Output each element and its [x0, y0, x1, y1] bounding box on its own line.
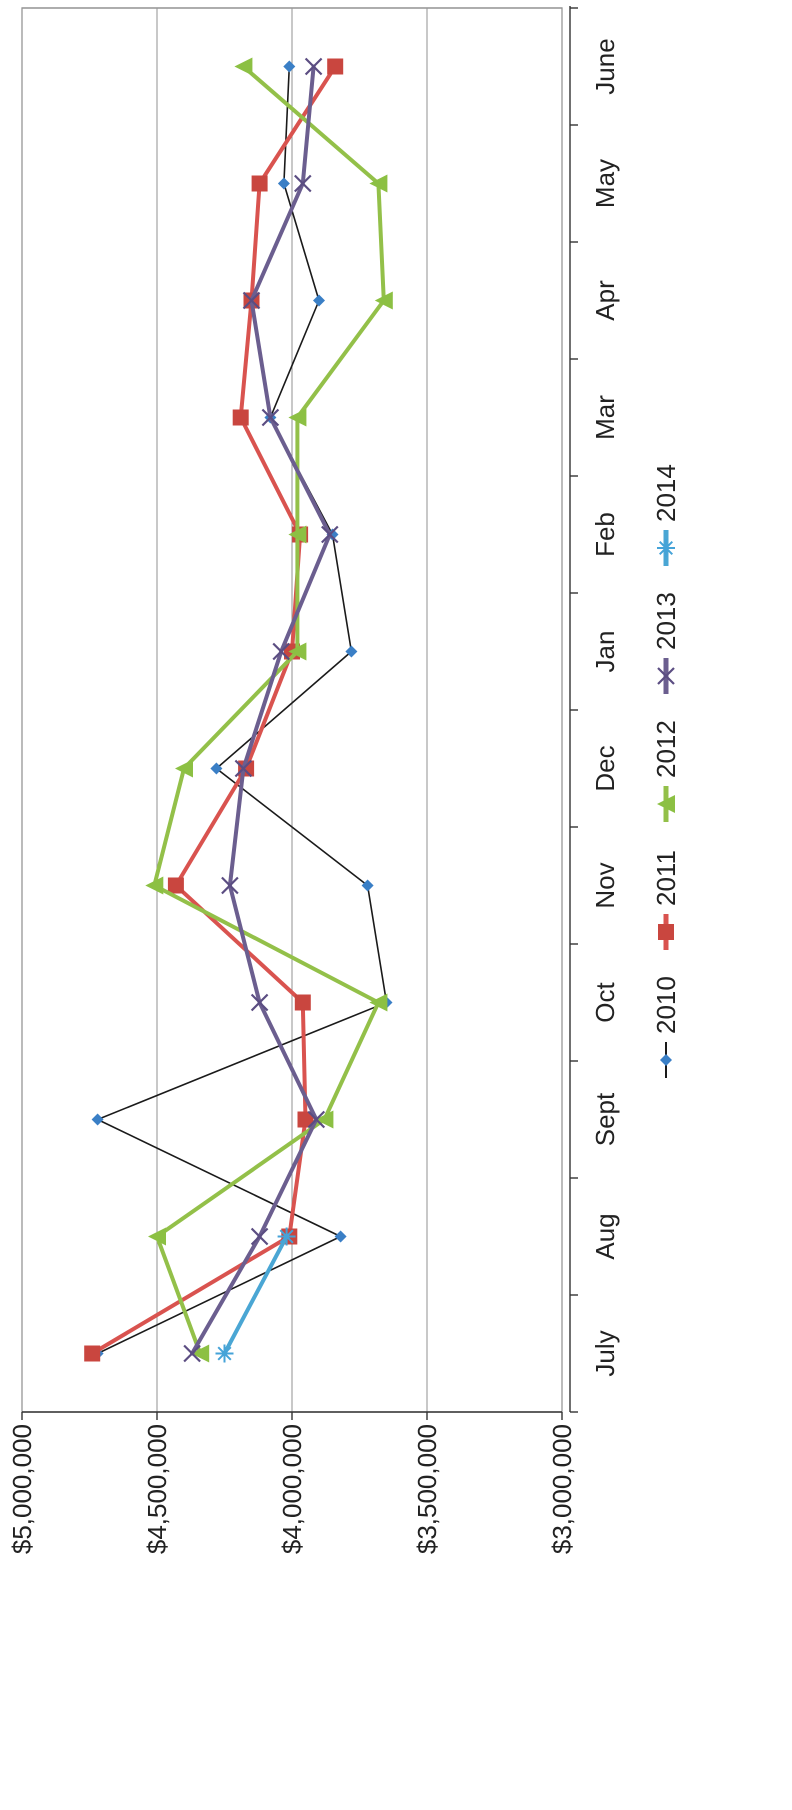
- data-point-2013: [294, 174, 312, 193]
- data-point-2010: [345, 645, 358, 658]
- legend-label: 2013: [651, 592, 681, 650]
- data-point-2010: [210, 762, 223, 775]
- legend-entry-2011: 2011: [651, 850, 681, 950]
- series-2010: [91, 60, 393, 1360]
- data-point-2010: [313, 294, 325, 307]
- data-point-2012: [288, 525, 307, 544]
- category-tick-label: Apr: [590, 280, 620, 321]
- data-point-2013: [272, 642, 290, 661]
- series-line-2012: [152, 64, 386, 1356]
- category-tick-label: Sept: [590, 1092, 620, 1146]
- data-point-2013: [261, 408, 280, 427]
- axes: $3,000,000 $3,500,000 $4,000,000 $4,500,000…: [7, 6, 620, 1554]
- data-point-2014: [277, 1227, 296, 1246]
- data-point-2012: [374, 291, 393, 310]
- data-point-2012: [369, 993, 388, 1012]
- series-line-2014: [222, 1234, 289, 1356]
- legend-entry-2013: 2013: [651, 592, 681, 694]
- value-tick-label: $4,500,000: [142, 1424, 172, 1554]
- value-tick-label: $3,500,000: [412, 1424, 442, 1554]
- data-point-2013: [250, 993, 269, 1012]
- series-line-2010: [96, 65, 388, 1355]
- data-point-2014: [215, 1344, 234, 1363]
- data-point-2013: [242, 291, 261, 310]
- data-point-2012: [145, 876, 164, 895]
- legend-swatch-marker: [657, 667, 675, 685]
- data-point-2012: [148, 1227, 166, 1246]
- value-tick-label: $4,000,000: [277, 1424, 307, 1554]
- category-tick-label: Mar: [590, 395, 620, 440]
- data-point-2011: [167, 877, 184, 894]
- data-point-2013: [234, 759, 253, 778]
- data-point-2011: [84, 1345, 101, 1362]
- legend-swatch-marker: [657, 539, 675, 557]
- series-2012: [145, 57, 393, 1363]
- category-tick-label: Nov: [590, 862, 620, 908]
- legend-label: 2011: [651, 850, 681, 906]
- category-tick-label: June: [590, 38, 620, 94]
- data-point-2011: [327, 58, 344, 75]
- data-point-2013: [321, 525, 339, 544]
- data-point-2012: [191, 1344, 210, 1363]
- value-tick-label: $3,000,000: [547, 1424, 577, 1554]
- value-tick-label: $5,000,000: [7, 1424, 37, 1554]
- data-point-2013: [304, 57, 323, 76]
- data-point-2013: [183, 1344, 201, 1363]
- data-point-2011: [251, 175, 268, 192]
- series-2013: [183, 57, 339, 1363]
- data-point-2012: [288, 408, 307, 427]
- legend-swatch-marker: [660, 1054, 672, 1066]
- data-point-2013: [221, 876, 239, 895]
- category-tick-label: Jan: [590, 631, 620, 673]
- data-point-2011: [294, 994, 311, 1011]
- data-point-2010: [91, 1113, 104, 1126]
- data-point-2010: [334, 1230, 347, 1243]
- series-2014: [215, 1227, 296, 1363]
- category-tick-label: May: [590, 159, 620, 208]
- data-point-2013: [250, 1227, 269, 1246]
- data-point-2012: [175, 759, 193, 778]
- plot-area: [21, 7, 563, 1413]
- legend-swatch-marker: [658, 924, 674, 940]
- category-tick-label: Oct: [590, 982, 620, 1023]
- data-point-2012: [315, 1110, 334, 1129]
- data-point-2011: [297, 1111, 314, 1128]
- data-point-2012: [234, 57, 253, 76]
- data-point-2010: [361, 879, 374, 892]
- category-tick-label: July: [590, 1330, 620, 1376]
- legend-entry-2012: 2012: [651, 720, 681, 822]
- category-tick-label: Dec: [590, 745, 620, 791]
- data-point-2010: [283, 60, 296, 73]
- series-line-2013: [190, 64, 332, 1356]
- legend-label: 2014: [651, 464, 681, 522]
- category-tick-label: Feb: [590, 512, 620, 557]
- data-point-2010: [277, 177, 290, 190]
- category-tick-label: Aug: [590, 1213, 620, 1259]
- data-point-2011: [232, 409, 249, 426]
- data-point-2012: [369, 174, 388, 193]
- series-group: [84, 57, 393, 1363]
- legend-entry-2010: 2010: [651, 976, 681, 1078]
- data-point-2012: [288, 642, 307, 661]
- legend-label: 2012: [651, 720, 681, 778]
- legend-entry-2014: 2014: [651, 464, 681, 566]
- data-point-2013: [307, 1110, 326, 1129]
- legend: 2010 2011 2012 2013 2014: [651, 464, 681, 1078]
- legend-swatch-marker: [657, 795, 675, 813]
- legend-label: 2010: [651, 976, 681, 1034]
- series-line-2011: [90, 64, 338, 1356]
